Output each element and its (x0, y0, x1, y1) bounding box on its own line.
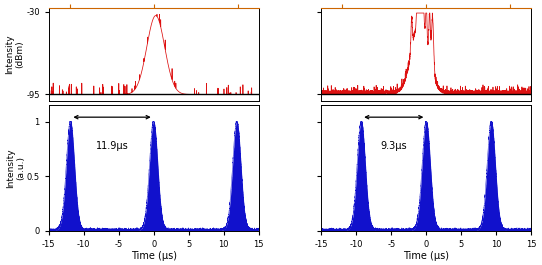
X-axis label: Time (μs): Time (μs) (403, 251, 449, 261)
Text: 9.3μs: 9.3μs (380, 141, 407, 151)
Y-axis label: Intensity
(dBm): Intensity (dBm) (5, 34, 25, 74)
Y-axis label: Intensity
(a.u.): Intensity (a.u.) (6, 148, 25, 188)
Text: 11.9μs: 11.9μs (96, 141, 128, 151)
X-axis label: Time (μs): Time (μs) (131, 251, 177, 261)
